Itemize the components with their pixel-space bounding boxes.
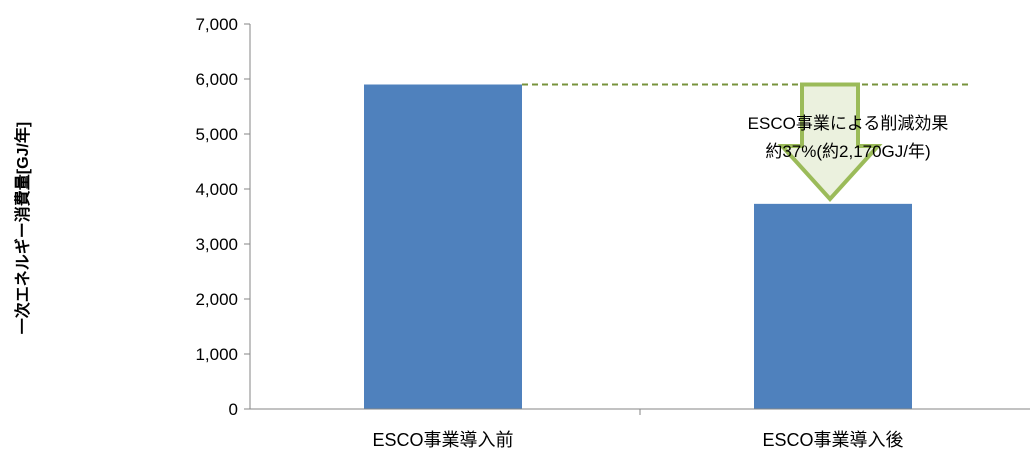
y-tick-label: 0 — [229, 400, 238, 419]
annotation-text-line: 約37%(約2,170GJ/年) — [765, 142, 930, 161]
x-category-label: ESCO事業導入前 — [372, 430, 513, 450]
y-tick-label: 7,000 — [195, 15, 238, 34]
reduction-arrow — [777, 82, 883, 202]
y-tick-label: 1,000 — [195, 345, 238, 364]
y-tick-label: 4,000 — [195, 180, 238, 199]
y-tick-label: 6,000 — [195, 70, 238, 89]
bars — [364, 84, 912, 409]
y-axis-label: 一次エネルギー消費量[GJ/年] — [13, 122, 32, 334]
axes — [249, 24, 1030, 415]
x-axis-categories: ESCO事業導入前 ESCO事業導入後 — [372, 430, 903, 450]
bar — [754, 203, 912, 409]
y-axis-ticks: 0 1,000 2,000 3,000 4,000 5,000 6,000 7,000 — [195, 15, 250, 419]
x-category-label: ESCO事業導入後 — [762, 430, 903, 450]
annotation-text-line: ESCO事業による削減効果 — [748, 114, 949, 133]
y-tick-label: 3,000 — [195, 235, 238, 254]
bar — [364, 84, 522, 409]
y-tick-label: 5,000 — [195, 125, 238, 144]
y-tick-label: 2,000 — [195, 290, 238, 309]
